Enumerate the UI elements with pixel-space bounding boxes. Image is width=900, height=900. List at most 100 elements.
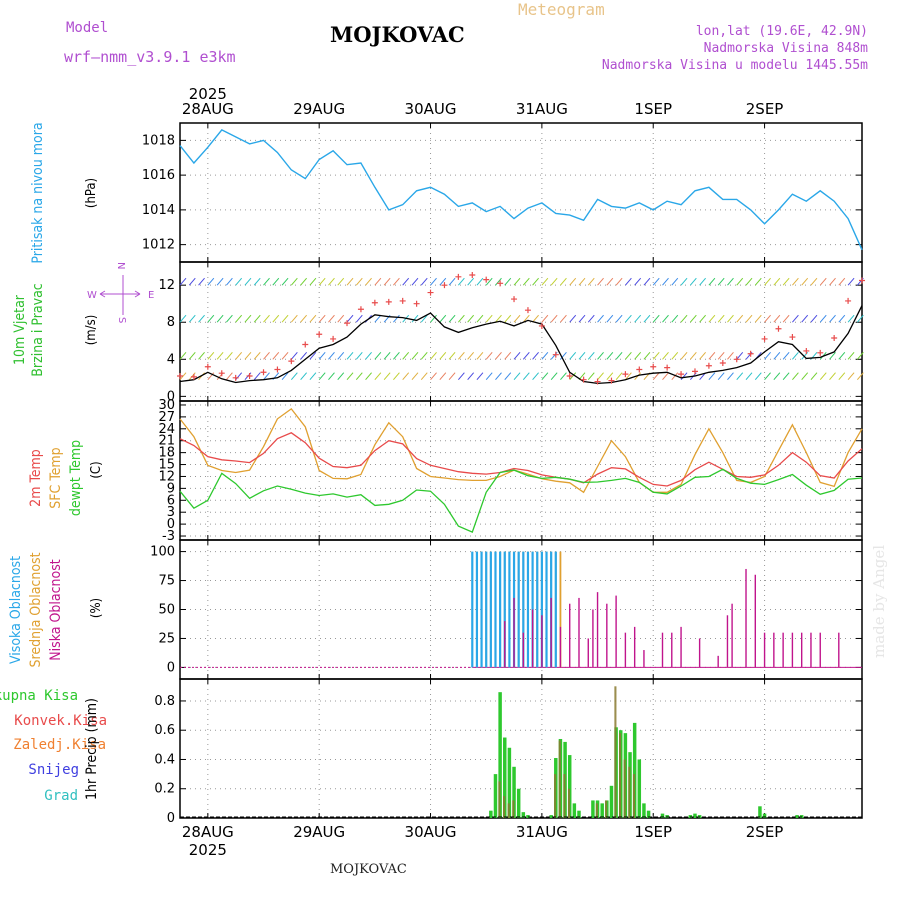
wind-gust-marker xyxy=(330,335,337,342)
wind-barb xyxy=(179,314,187,323)
wind-barb xyxy=(226,314,233,323)
wind-barb xyxy=(383,351,391,360)
wind-barb xyxy=(485,314,493,323)
wind-gust-marker xyxy=(678,371,685,378)
wind-barb xyxy=(792,277,799,286)
x-tick-label-bottom: 29AUG xyxy=(293,823,345,841)
x-tick-label-top: 29AUG xyxy=(293,100,345,118)
wind-barb xyxy=(819,314,827,323)
wind-barb xyxy=(420,372,428,381)
precip-conv-bar xyxy=(605,800,608,818)
wind-barb xyxy=(365,372,372,381)
wind-barb xyxy=(430,277,437,286)
wind-barb xyxy=(337,314,345,323)
wind-barb xyxy=(606,372,614,381)
wind-barb xyxy=(782,351,790,360)
wind-barb xyxy=(235,277,243,286)
wind-gust-marker xyxy=(761,335,768,342)
precip-total-bar xyxy=(498,692,502,818)
wind-barb xyxy=(541,372,549,381)
model-label: Model xyxy=(66,20,109,36)
wind-barb xyxy=(560,351,567,360)
footer-station: MOJKOVAC xyxy=(330,862,407,877)
wind-gust-marker xyxy=(622,371,629,378)
wind-barb xyxy=(569,314,577,323)
precip-conv-bar xyxy=(498,781,501,818)
wind-gust-marker xyxy=(385,298,392,305)
precip-conv-bar xyxy=(632,774,636,818)
wind-barb xyxy=(829,314,836,323)
wind-gust-marker xyxy=(580,376,587,383)
y-tick-label: 1014 xyxy=(142,203,175,218)
wind-barb xyxy=(754,314,762,323)
panel-frame xyxy=(179,261,863,402)
wind-barb xyxy=(318,277,326,286)
temp-unit: (C) xyxy=(89,461,104,478)
panel-frame xyxy=(179,122,863,263)
precip-conv-bar xyxy=(628,766,631,818)
y-tick-label: 12 xyxy=(158,278,175,293)
y-tick-label: 30 xyxy=(158,398,175,413)
wind-barb xyxy=(467,372,475,381)
wind-barb xyxy=(708,351,716,360)
wind-barb xyxy=(430,372,437,381)
precip-total-bar xyxy=(489,810,493,818)
wind-barb xyxy=(717,372,725,381)
wind-barb xyxy=(263,351,270,360)
wind-barb xyxy=(522,351,530,360)
wind-barb xyxy=(717,314,725,323)
wind-barb xyxy=(448,277,456,286)
y-tick-label: 75 xyxy=(158,574,175,589)
precip-total-bar xyxy=(637,759,642,818)
compass-w: W xyxy=(87,290,97,301)
precip-conv-bar xyxy=(567,788,571,818)
wind-barb xyxy=(216,277,224,286)
wind-barb xyxy=(662,314,669,323)
wind-barb xyxy=(374,277,382,286)
wind-barb xyxy=(810,277,818,286)
model-altitude-label: Nadmorska Visina u modelu 1445.55m xyxy=(601,58,868,73)
wind-gust-marker xyxy=(831,334,838,341)
wind-barb xyxy=(188,351,196,360)
wind-gust-marker xyxy=(594,378,601,385)
y-tick-label: 1018 xyxy=(142,133,175,148)
precip-total-bar xyxy=(512,766,516,818)
wind-barb xyxy=(495,351,502,360)
wind-barb xyxy=(226,372,233,381)
wind-barb xyxy=(467,314,475,323)
x-tick-label-top: 31AUG xyxy=(516,100,568,118)
wind-barb xyxy=(346,351,354,360)
wind-gust-marker xyxy=(288,358,295,365)
wind-barb xyxy=(420,351,428,360)
cloud-ylabel-high: Visoka Oblacnost xyxy=(8,556,24,664)
wind-barb xyxy=(281,351,289,360)
wind-barb xyxy=(290,351,298,360)
wind-barb xyxy=(792,314,799,323)
wind-barb xyxy=(532,314,539,323)
wind-barb xyxy=(550,314,558,323)
cloud-ylabel-low: Niska Oblacnost xyxy=(48,559,64,661)
wind-barb xyxy=(457,351,465,360)
wind-barb xyxy=(773,372,781,381)
wind-barb xyxy=(587,314,595,323)
wind-barb xyxy=(337,277,345,286)
wind-barb xyxy=(355,372,363,381)
wind-barb xyxy=(393,351,400,360)
wind-barb xyxy=(532,351,539,360)
dewpt-temp-line xyxy=(179,468,863,533)
wind-barb xyxy=(374,372,382,381)
wind-barb xyxy=(448,314,456,323)
wind-barb xyxy=(365,277,372,286)
wind-barb xyxy=(300,277,308,286)
y-tick-label: 6 xyxy=(167,493,175,508)
wind-barb xyxy=(801,277,809,286)
wind-barb xyxy=(355,277,363,286)
precip-total-bar xyxy=(516,788,521,818)
wind-barb xyxy=(745,314,753,323)
wind-barb xyxy=(634,314,642,323)
wind-gust-marker xyxy=(636,366,643,373)
wind-barb xyxy=(606,314,614,323)
wind-barb xyxy=(550,277,558,286)
wind-barb xyxy=(253,277,261,286)
wind-barb xyxy=(810,372,818,381)
